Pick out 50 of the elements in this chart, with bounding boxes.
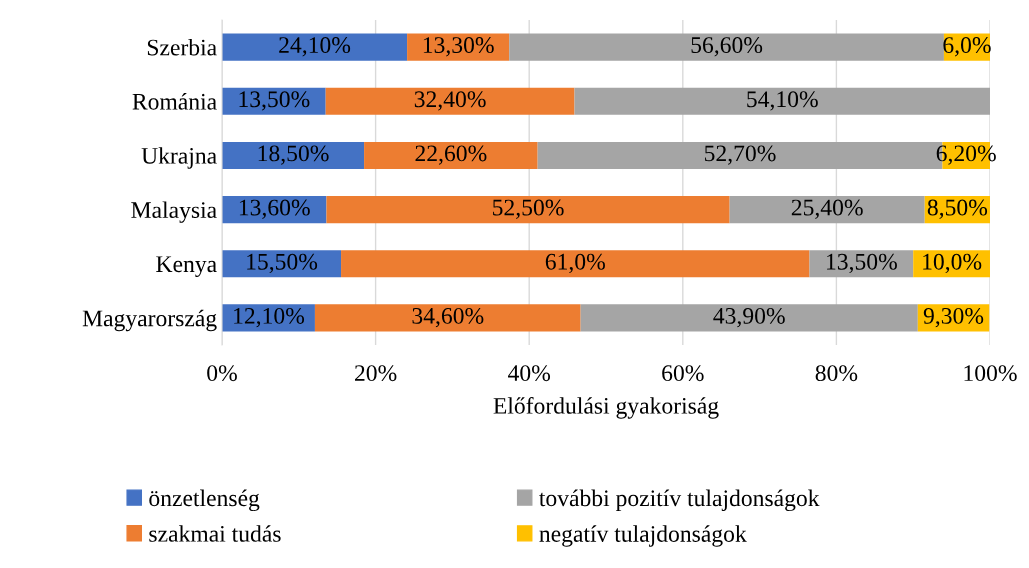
y-tick-label: Ukrajna [141, 147, 217, 169]
x-tick-label: 60% [662, 365, 704, 382]
data-label: 34,60% [412, 307, 484, 328]
data-label: 12,10% [234, 307, 305, 328]
bar [222, 141, 365, 169]
bar [729, 196, 925, 224]
bar [222, 33, 408, 61]
x-tick-label: 100% [964, 365, 1017, 382]
x-tick-label: 40% [508, 365, 551, 382]
data-label: 15,50% [247, 253, 318, 274]
legend-label: önzetlenség [149, 489, 260, 512]
y-tick-label: Magyarország [82, 309, 217, 332]
y-tick-label: Szerbia [147, 38, 217, 56]
bar [325, 87, 575, 115]
data-label: 24,10% [279, 37, 351, 57]
data-label: 43,90% [713, 307, 785, 328]
legend-label: negatív tulajdonságok [539, 525, 747, 547]
bar [341, 250, 810, 278]
data-label: 18,50% [258, 145, 329, 165]
bar [326, 196, 730, 224]
legend-label: szakmai tudás [149, 525, 281, 542]
data-label: 13,50% [827, 253, 897, 274]
y-tick-label: Kenya [156, 256, 217, 277]
bar [574, 87, 990, 115]
data-label: 13,60% [239, 199, 310, 219]
bar [364, 141, 538, 169]
data-label: 22,60% [415, 145, 487, 165]
bar [580, 304, 918, 332]
data-label: 25,40% [791, 199, 863, 219]
data-label: 54,10% [747, 91, 818, 111]
data-label: 56,60% [691, 37, 763, 57]
y-tick-label: Malaysia [131, 201, 217, 223]
bar [314, 304, 581, 332]
x-tick-label: 0% [207, 365, 237, 382]
data-label: 10,0% [923, 253, 982, 274]
y-tick-label: Románia [132, 93, 217, 110]
data-label: 52,70% [704, 145, 776, 165]
x-axis-title: Előfordulási gyakoriság [493, 396, 719, 419]
data-label: 13,30% [423, 37, 494, 57]
bar [222, 250, 342, 278]
data-label: 13,50% [239, 91, 310, 111]
data-label: 8,50% [927, 199, 988, 219]
data-label: 52,50% [493, 199, 564, 219]
data-label: 9,30% [923, 307, 984, 328]
data-label: 32,40% [414, 91, 486, 111]
bar [509, 33, 944, 61]
x-tick-label: 80% [815, 365, 858, 382]
data-label: 61,0% [545, 253, 605, 274]
legend-label: további pozitív tulajdonságok [539, 489, 820, 512]
x-tick-label: 20% [355, 365, 397, 382]
